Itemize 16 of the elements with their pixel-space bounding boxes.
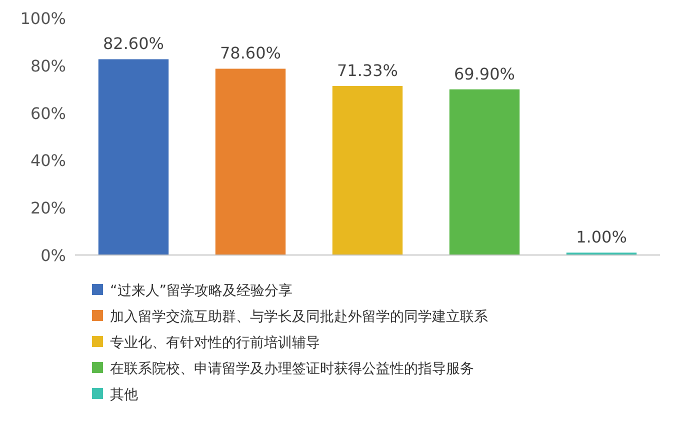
legend-label: 在联系院校、申请留学及办理签证时获得公益性的指导服务: [110, 361, 474, 377]
legend-label: 其他: [110, 387, 138, 403]
y-tick-label: 60%: [30, 104, 66, 123]
y-tick-label: 100%: [20, 9, 66, 28]
data-label: 1.00%: [576, 228, 627, 247]
y-tick-label: 0%: [40, 246, 66, 265]
legend-label: 加入留学交流互助群、与学长及同批赴外留学的同学建立联系: [110, 309, 488, 325]
data-label: 71.33%: [336, 60, 398, 80]
y-tick-label: 20%: [30, 198, 66, 218]
data-label: 69.90%: [454, 64, 516, 84]
data-label: 78.60%: [220, 44, 282, 63]
y-tick-label: 80%: [30, 56, 66, 76]
y-tick-label: 40%: [30, 151, 66, 170]
data-label: 82.60%: [102, 34, 164, 54]
legend-label: “过来人”留学攻略及经验分享: [110, 283, 293, 299]
legend-label: 专业化、有针对性的行前培训辅导: [110, 335, 320, 351]
